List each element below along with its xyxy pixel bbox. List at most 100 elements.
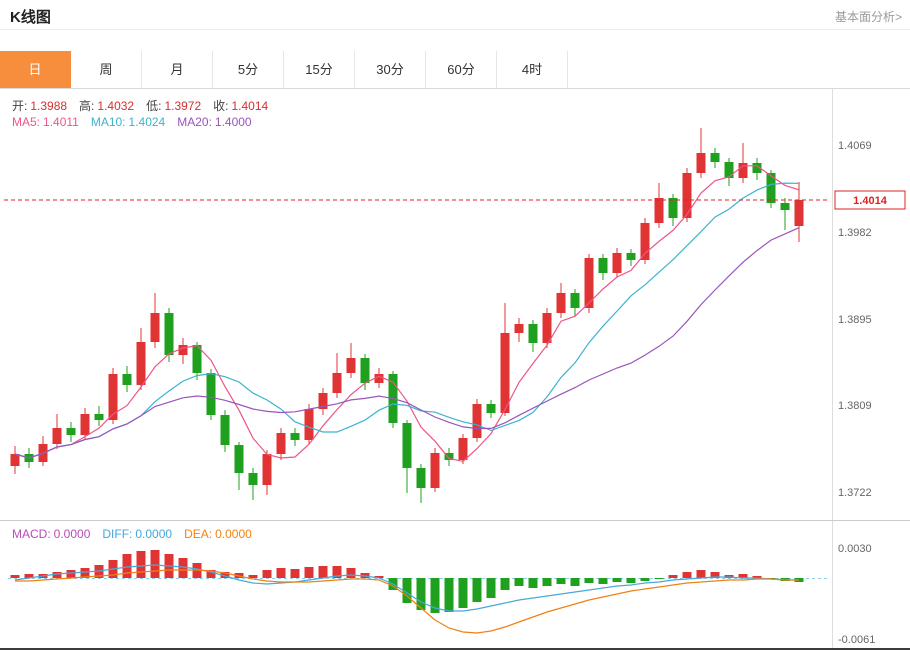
kline-chart-area: 开: 1.3988 高: 1.4032 低: 1.3972 收: 1.4014 MA5: 1.4…	[0, 89, 910, 520]
candle	[108, 368, 118, 424]
ohlc-legend: 开: 1.3988 高: 1.4032 低: 1.3972 收: 1.4014	[12, 97, 280, 114]
legend-label: 开:	[12, 99, 28, 113]
tab-month[interactable]: 月	[142, 51, 213, 88]
candle	[52, 414, 62, 449]
candle	[38, 436, 48, 466]
legend-value: 0.0000	[135, 527, 173, 541]
candle	[136, 328, 146, 390]
ma20-line	[14, 227, 800, 459]
legend-value: 0.0000	[53, 527, 91, 541]
svg-text:1.3895: 1.3895	[838, 314, 872, 326]
candle	[654, 183, 664, 228]
tab-day[interactable]: 日	[0, 51, 71, 88]
legend-value: 1.3972	[164, 99, 202, 113]
svg-text:1.4014: 1.4014	[853, 195, 888, 207]
legend-label: MA10:	[90, 115, 126, 129]
candle	[234, 442, 244, 490]
macd-histogram	[10, 550, 804, 613]
candle	[542, 308, 552, 348]
ma10-line	[14, 182, 800, 459]
timeframe-tabs: 日周月 5分 15分 30分 60分 4时	[0, 51, 910, 89]
candle	[682, 168, 692, 222]
tab-30min[interactable]: 30分	[355, 51, 426, 88]
candle	[668, 194, 678, 226]
tab-15min[interactable]: 15分	[284, 51, 355, 88]
page-title: K线图	[10, 9, 51, 26]
candle	[780, 198, 790, 230]
legend-label: MA20:	[177, 115, 212, 129]
candle	[640, 218, 650, 264]
macd-chart[interactable]: 0.0030 -0.0061	[0, 521, 910, 648]
candle	[472, 399, 482, 442]
legend-label: DEA:	[184, 527, 213, 541]
price-axis-labels: 1.4069 1.3982 1.3895 1.3809 1.3722	[838, 140, 872, 499]
candle	[318, 388, 328, 415]
candle	[290, 428, 300, 446]
candles	[10, 128, 804, 503]
svg-text:0.0030: 0.0030	[838, 543, 872, 555]
candle	[164, 308, 174, 362]
candle	[402, 420, 412, 493]
candle	[430, 448, 440, 492]
candle	[248, 468, 258, 500]
macd-axis-labels: 0.0030 -0.0061	[838, 543, 875, 646]
tab-60min[interactable]: 60分	[426, 51, 497, 88]
svg-text:1.4069: 1.4069	[838, 140, 872, 152]
candle	[570, 289, 580, 316]
legend-label: MACD:	[12, 527, 51, 541]
ma5-line	[14, 165, 800, 463]
candle	[10, 446, 20, 474]
candle	[752, 158, 762, 180]
candle	[444, 448, 454, 466]
tab-week[interactable]: 周	[71, 51, 142, 88]
candle	[276, 428, 286, 460]
candle	[738, 143, 748, 183]
legend-label: 低:	[146, 99, 162, 113]
legend-label: DIFF:	[102, 527, 133, 541]
tab-4hour[interactable]: 4时	[497, 51, 568, 88]
candle	[150, 293, 160, 348]
legend-label: 收:	[213, 99, 229, 113]
candlestick-chart[interactable]: 1.4069 1.3982 1.3895 1.3809 1.3722 1.4014	[0, 89, 910, 520]
candle	[612, 248, 622, 278]
candle	[794, 182, 804, 242]
tab-5min[interactable]: 5分	[213, 51, 284, 88]
candle	[486, 400, 496, 418]
candle	[696, 128, 706, 178]
candle	[192, 342, 202, 380]
legend-value: 1.4014	[231, 99, 269, 113]
fundamental-analysis-link[interactable]: 基本面分析>	[834, 10, 902, 24]
macd-legend: MACD: 0.0000 DIFF: 0.0000 DEA: 0.0000	[12, 527, 264, 541]
candle	[80, 408, 90, 439]
candle	[556, 283, 566, 318]
candle	[360, 354, 370, 390]
macd-panel: MACD: 0.0000 DIFF: 0.0000 DEA: 0.0000 0.0030-…	[0, 520, 910, 650]
candle	[178, 338, 188, 364]
legend-label: 高:	[79, 99, 95, 113]
legend-value: 1.4024	[128, 115, 166, 129]
candle	[416, 464, 426, 503]
svg-text:1.3809: 1.3809	[838, 400, 872, 412]
svg-text:1.3982: 1.3982	[838, 227, 872, 239]
legend-value: 1.3988	[30, 99, 68, 113]
candle	[332, 353, 342, 398]
legend-value: 1.4000	[214, 115, 252, 129]
candle	[710, 148, 720, 168]
candle	[220, 410, 230, 452]
candle	[598, 254, 608, 280]
candle	[66, 422, 76, 442]
legend-label: MA5:	[12, 115, 41, 129]
candle	[500, 303, 510, 416]
diff-line	[14, 564, 799, 612]
candle	[304, 404, 314, 444]
current-price-badge: 1.4014	[834, 190, 906, 210]
candle	[584, 254, 594, 313]
candle	[262, 450, 272, 495]
candle	[206, 369, 216, 420]
ma-legend: MA5: 1.4011 MA10: 1.4024 MA20: 1.4000	[12, 115, 264, 129]
candle	[626, 249, 636, 266]
candle	[458, 434, 468, 464]
candle	[724, 158, 734, 186]
candle	[122, 366, 132, 392]
